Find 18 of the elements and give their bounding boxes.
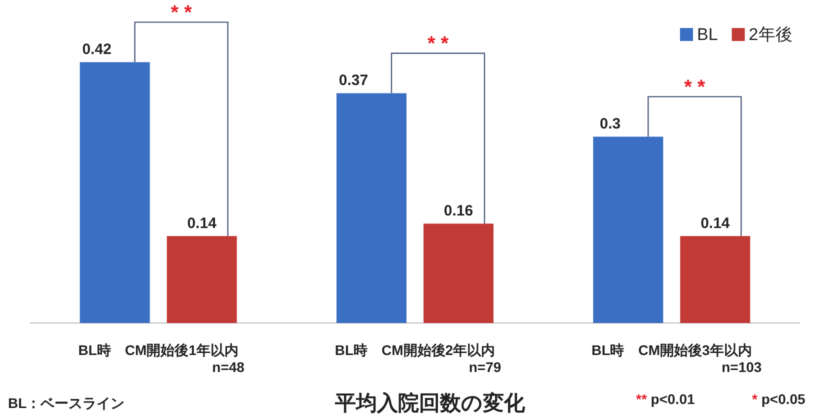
text: * * xyxy=(170,2,192,24)
data-label: 0.16 xyxy=(444,202,474,220)
text: * p<0.05 xyxy=(752,391,806,407)
data-label: 0.14 xyxy=(187,215,218,232)
x-tick-label: BL時 CM開始後1年以内 n=48 xyxy=(78,342,245,375)
annotation: * * xyxy=(684,76,706,99)
data-label: 0.37 xyxy=(338,72,368,90)
data-label: 0.14 xyxy=(700,215,730,232)
text: ** p<0.01 xyxy=(636,391,695,407)
data-label: 0.3 xyxy=(600,116,621,133)
text: * * xyxy=(427,33,449,56)
x-tick-label: BL時 CM開始後3年以内 n=103 xyxy=(592,342,762,375)
text: 平均入院回数の変化 xyxy=(334,391,526,415)
text: BL：ベースライン xyxy=(8,395,125,411)
x-tick-label: BL時 CM開始後2年以内 n=79 xyxy=(334,342,502,375)
data-label: 0.42 xyxy=(82,41,112,58)
legend-label: 2年後 xyxy=(748,25,792,44)
legend-label: BL xyxy=(697,25,718,44)
